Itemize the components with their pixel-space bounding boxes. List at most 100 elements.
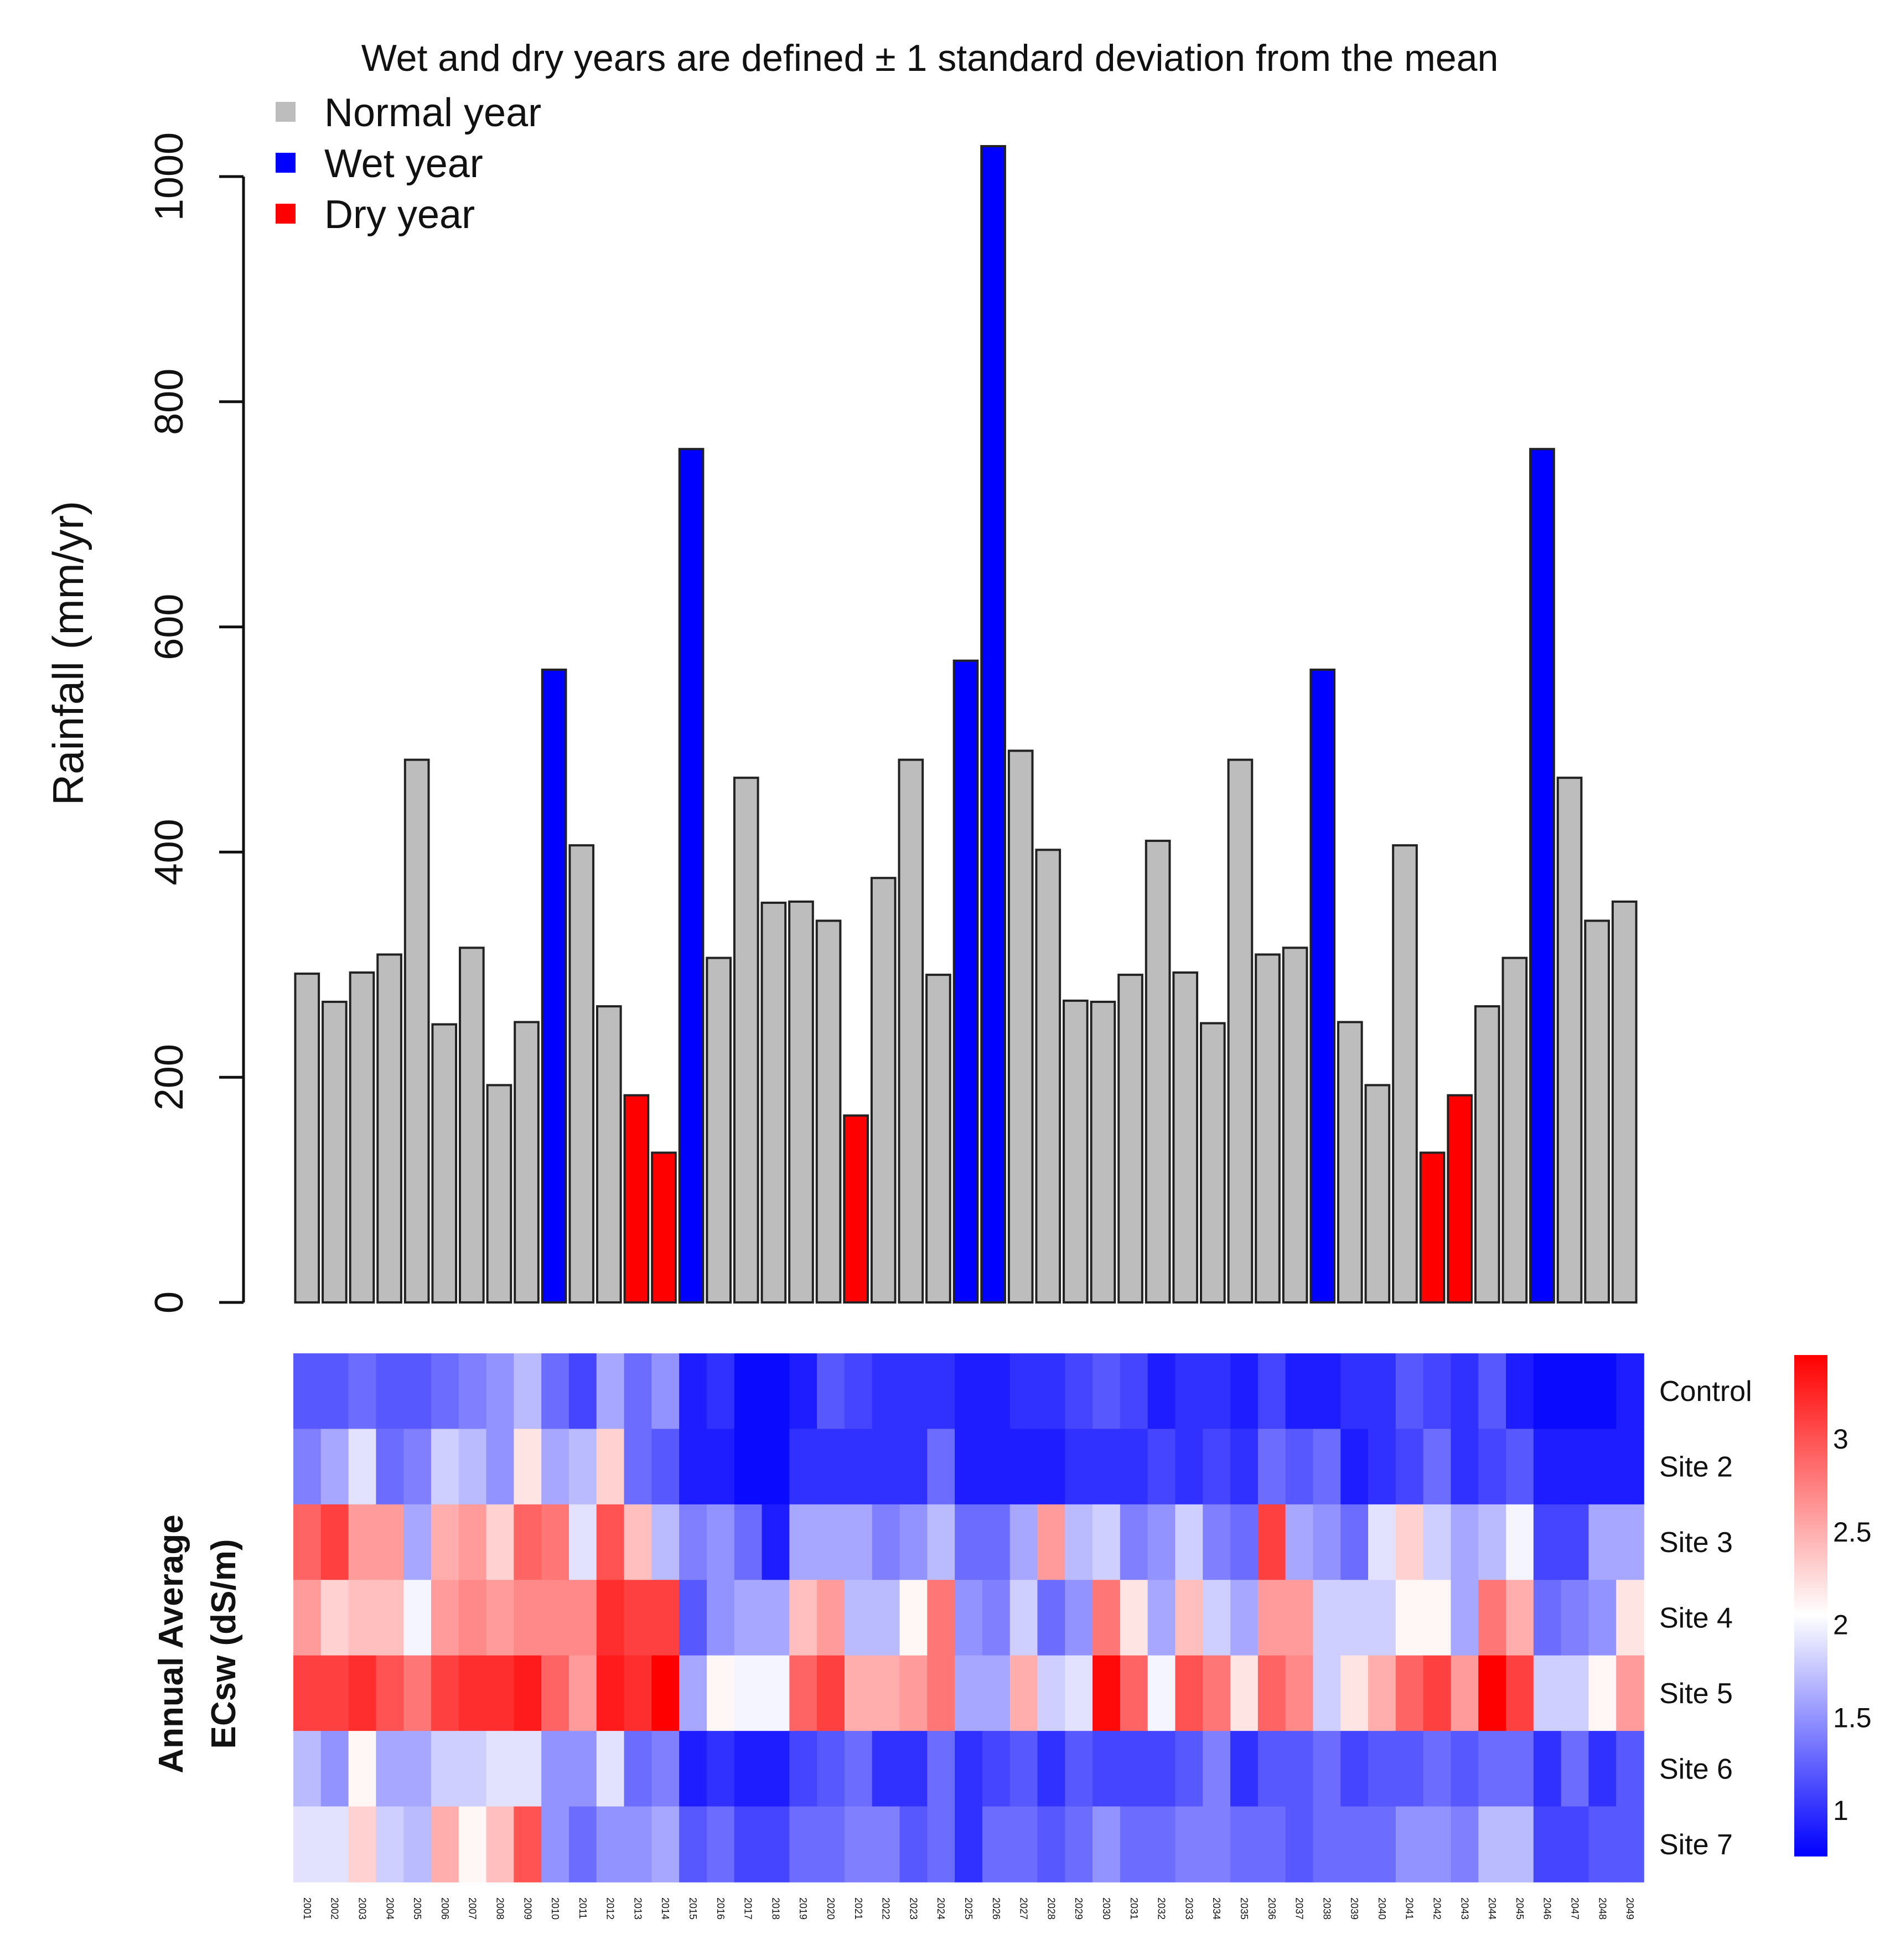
- heatmap-cell-site-7-2016: [706, 1806, 735, 1883]
- heatmap-cell-control-2017: [734, 1353, 763, 1430]
- heatmap-cell-site-5-2040: [1368, 1655, 1396, 1731]
- heatmap-cell-site-6-2037: [1285, 1731, 1314, 1807]
- heatmap-cell-site-3-2024: [927, 1504, 955, 1581]
- heatmap-cell-site-4-2038: [1313, 1580, 1342, 1656]
- year-label: 2007: [467, 1897, 478, 1920]
- heatmap-cell-site-5-2038: [1313, 1655, 1342, 1731]
- heatmap-cell-site-2-2019: [789, 1429, 817, 1505]
- heatmap-cell-site-6-2043: [1451, 1731, 1479, 1807]
- heatmap-cell-site-6-2035: [1230, 1731, 1259, 1807]
- colorbar-tick-label: 1.5: [1833, 1702, 1872, 1733]
- year-label: 2046: [1542, 1897, 1553, 1920]
- heatmap-cell-site-4-2011: [568, 1580, 597, 1656]
- year-label: 2039: [1349, 1897, 1360, 1920]
- heatmap-cell-site-7-2034: [1203, 1806, 1231, 1883]
- legend: Normal year Wet year Dry year: [276, 91, 541, 237]
- bar-2026: [980, 145, 1006, 1304]
- y-tick-label: 0: [147, 1291, 191, 1313]
- heatmap-cell-control-2040: [1368, 1353, 1396, 1430]
- heatmap-cell-site-4-2044: [1478, 1580, 1506, 1656]
- heatmap-cell-site-5-2044: [1478, 1655, 1506, 1731]
- heatmap-cell-site-5-2016: [706, 1655, 735, 1731]
- heatmap-cell-site-6-2001: [293, 1731, 322, 1807]
- heatmap-cell-site-4-2043: [1451, 1580, 1479, 1656]
- heatmap-cell-control-2002: [320, 1353, 349, 1430]
- bar-2011: [568, 844, 595, 1304]
- heatmap-cell-control-2015: [679, 1353, 707, 1430]
- year-label: 2032: [1156, 1897, 1167, 1920]
- heatmap-cell-site-6-2006: [431, 1731, 459, 1807]
- heatmap-cell-control-2029: [1065, 1353, 1093, 1430]
- year-label: 2006: [439, 1897, 451, 1920]
- heatmap-cell-site-7-2041: [1395, 1806, 1424, 1883]
- heatmap-cell-site-5-2014: [651, 1655, 680, 1731]
- heatmap-cell-site-7-2018: [762, 1806, 790, 1883]
- heatmap-cell-site-7-2010: [541, 1806, 569, 1883]
- heatmap-cell-site-3-2039: [1340, 1504, 1369, 1581]
- heatmap-cell-control-2028: [1037, 1353, 1066, 1430]
- bar-2047: [1556, 777, 1583, 1304]
- heatmap-cell-site-6-2004: [376, 1731, 404, 1807]
- colorbar-tick-label: 3: [1833, 1424, 1848, 1455]
- heatmap-cell-site-3-2043: [1451, 1504, 1479, 1581]
- heatmap-cell-site-5-2030: [1092, 1655, 1121, 1731]
- heatmap-cell-site-5-2047: [1561, 1655, 1589, 1731]
- colorbar-tick-label: 2.5: [1833, 1517, 1872, 1548]
- heatmap-cell-control-2041: [1395, 1353, 1424, 1430]
- heatmap-cell-site-6-2012: [596, 1731, 625, 1807]
- heatmap-cell-control-2018: [762, 1353, 790, 1430]
- heatmap-cell-site-2-2025: [955, 1429, 983, 1505]
- heatmap-cell-site-3-2023: [899, 1504, 928, 1581]
- heatmap-cell-site-3-2005: [403, 1504, 432, 1581]
- year-label: 2025: [963, 1897, 974, 1920]
- heatmap-cell-site-3-2036: [1257, 1504, 1286, 1581]
- heatmap-cell-site-7-2013: [624, 1806, 653, 1883]
- heatmap-cell-control-2034: [1203, 1353, 1231, 1430]
- heatmap-cell-site-6-2044: [1478, 1731, 1506, 1807]
- heatmap-cell-site-3-2018: [762, 1504, 790, 1581]
- heatmap-cell-site-5-2025: [955, 1655, 983, 1731]
- bar-2041: [1392, 844, 1418, 1304]
- heatmap-cell-site-2-2005: [403, 1429, 432, 1505]
- year-label: 2021: [853, 1897, 864, 1920]
- bar-2015: [678, 448, 705, 1304]
- heatmap-cell-site-4-2019: [789, 1580, 817, 1656]
- year-label: 2003: [356, 1897, 367, 1920]
- heatmap-cell-site-2-2016: [706, 1429, 735, 1505]
- year-label: 2024: [935, 1897, 946, 1920]
- heatmap-cell-site-6-2013: [624, 1731, 653, 1807]
- heatmap-cell-site-4-2026: [982, 1580, 1011, 1656]
- heatmap-cell-control-2020: [817, 1353, 845, 1430]
- heatmap-cell-control-2004: [376, 1353, 404, 1430]
- heatmap-cell-site-2-2039: [1340, 1429, 1369, 1505]
- year-label: 2010: [550, 1897, 561, 1920]
- bar-2049: [1611, 900, 1638, 1304]
- heatmap-cell-site-4-2039: [1340, 1580, 1369, 1656]
- heatmap-cell-site-6-2009: [514, 1731, 542, 1807]
- heatmap-cell-site-5-2009: [514, 1655, 542, 1731]
- heatmap-cell-site-2-2018: [762, 1429, 790, 1505]
- heatmap-row-label: Site 5: [1659, 1678, 1733, 1710]
- heatmap-cell-site-6-2020: [817, 1731, 845, 1807]
- heatmap-cell-control-2009: [514, 1353, 542, 1430]
- heatmap-cell-site-6-2018: [762, 1731, 790, 1807]
- heatmap-cell-control-2035: [1230, 1353, 1259, 1430]
- heatmap-cell-site-6-2047: [1561, 1731, 1589, 1807]
- heatmap-cell-control-2023: [899, 1353, 928, 1430]
- heatmap-cell-site-5-2022: [872, 1655, 900, 1731]
- heatmap-cell-site-7-2024: [927, 1806, 955, 1883]
- heatmap-cell-site-5-2001: [293, 1655, 322, 1731]
- heatmap-cell-site-5-2015: [679, 1655, 707, 1731]
- heatmap-cell-control-2003: [348, 1353, 377, 1430]
- heatmap-cell-control-2025: [955, 1353, 983, 1430]
- bar-2048: [1584, 919, 1610, 1304]
- heatmap-cell-site-4-2015: [679, 1580, 707, 1656]
- year-label: 2015: [687, 1897, 698, 1920]
- heatmap-cell-site-6-2003: [348, 1731, 377, 1807]
- heatmap-cell-site-7-2019: [789, 1806, 817, 1883]
- heatmap-cell-site-7-2004: [376, 1806, 404, 1883]
- heatmap-cell-site-2-2009: [514, 1429, 542, 1505]
- heatmap-cell-site-5-2018: [762, 1655, 790, 1731]
- heatmap-cell-site-3-2001: [293, 1504, 322, 1581]
- year-label: 2038: [1321, 1897, 1332, 1920]
